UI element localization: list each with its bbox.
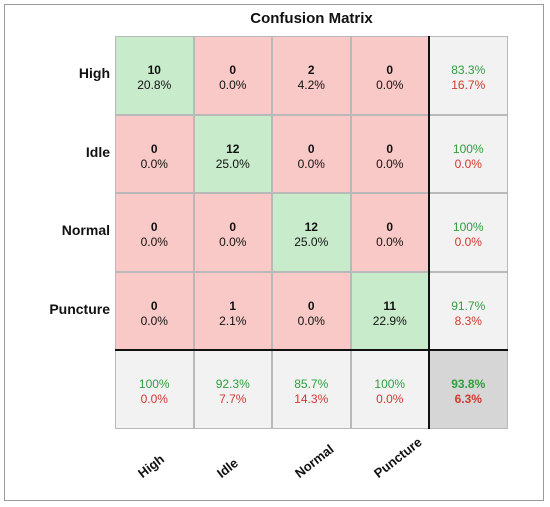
- matrix-cell: 11 22.9%: [350, 271, 429, 350]
- cell-percent: 25.0%: [294, 235, 329, 249]
- cell-percent: 0.0%: [219, 78, 247, 92]
- cell-correct-pct: 92.3%: [215, 377, 250, 391]
- matrix-cell: 0 0.0%: [115, 114, 194, 193]
- column-summary-cell: 92.3% 7.7%: [193, 350, 272, 429]
- cell-percent: 0.0%: [219, 235, 247, 249]
- cell-count: 12: [226, 141, 240, 156]
- cell-percent: 22.9%: [372, 313, 407, 328]
- cell-correct-pct: 100%: [452, 141, 484, 156]
- cell-correct-pct: 85.7%: [294, 377, 329, 391]
- cell-count: 11: [383, 298, 397, 313]
- matrix-cell: 0 0.0%: [350, 114, 429, 193]
- matrix-cell: 12 25.0%: [272, 193, 351, 272]
- column-summary-cell: 100% 0.0%: [350, 350, 429, 429]
- cell-wrong-pct: 7.7%: [219, 392, 247, 406]
- cell-percent: 2.1%: [219, 313, 247, 328]
- cell-count: 0: [386, 141, 394, 156]
- cell-percent: 0.0%: [376, 156, 404, 171]
- cell-percent: 0.0%: [376, 235, 404, 249]
- summary-separator-vertical: [428, 36, 430, 429]
- cell-percent: 25.0%: [215, 156, 250, 171]
- cell-wrong-pct: 0.0%: [454, 156, 482, 171]
- cell-correct-pct: 100%: [374, 377, 406, 391]
- cell-correct-pct: 93.8%: [451, 377, 486, 391]
- cell-wrong-pct: 8.3%: [454, 313, 482, 328]
- cell-percent: 4.2%: [297, 78, 325, 92]
- matrix-cell: 0 0.0%: [350, 193, 429, 272]
- cell-wrong-pct: 0.0%: [376, 392, 404, 406]
- cell-count: 0: [229, 63, 237, 77]
- matrix-cell: 0 0.0%: [272, 114, 351, 193]
- matrix-cell: 12 25.0%: [193, 114, 272, 193]
- cell-percent: 0.0%: [140, 313, 168, 328]
- row-label: High: [78, 65, 110, 82]
- row-summary-cell: 100% 0.0%: [429, 114, 508, 193]
- cell-correct-pct: 100%: [138, 377, 170, 391]
- cell-percent: 0.0%: [297, 156, 325, 171]
- cell-percent: 0.0%: [140, 156, 168, 171]
- cell-percent: 20.8%: [137, 78, 172, 92]
- matrix-cell: 0 0.0%: [193, 193, 272, 272]
- matrix-cell: 0 0.0%: [115, 193, 194, 272]
- matrix-cell: 10 20.8%: [115, 36, 194, 115]
- cell-count: 0: [307, 141, 315, 156]
- cell-percent: 0.0%: [140, 235, 168, 249]
- overall-accuracy-cell: 93.8% 6.3%: [429, 350, 508, 429]
- column-summary-cell: 100% 0.0%: [115, 350, 194, 429]
- matrix-cell: 2 4.2%: [272, 36, 351, 115]
- cell-correct-pct: 83.3%: [451, 63, 486, 77]
- cell-wrong-pct: 0.0%: [454, 235, 482, 249]
- cell-wrong-pct: 6.3%: [454, 392, 482, 406]
- summary-separator-horizontal: [115, 349, 508, 351]
- row-summary-cell: 100% 0.0%: [429, 193, 508, 272]
- cell-count: 2: [307, 63, 315, 77]
- cell-count: 0: [229, 220, 237, 234]
- cell-count: 0: [150, 298, 158, 313]
- cell-percent: 0.0%: [297, 313, 325, 328]
- column-summary-cell: 85.7% 14.3%: [272, 350, 351, 429]
- cell-count: 0: [386, 63, 394, 77]
- cell-count: 1: [229, 298, 237, 313]
- cell-count: 12: [304, 220, 318, 234]
- cell-count: 10: [147, 63, 161, 77]
- cell-correct-pct: 100%: [452, 220, 484, 234]
- row-label: Idle: [85, 143, 110, 160]
- row-label: Normal: [61, 222, 110, 239]
- matrix-cell: 0 0.0%: [193, 36, 272, 115]
- cell-wrong-pct: 0.0%: [140, 392, 168, 406]
- row-summary-cell: 91.7% 8.3%: [429, 271, 508, 350]
- matrix-cell: 1 2.1%: [193, 271, 272, 350]
- cell-count: 0: [307, 298, 315, 313]
- cell-count: 0: [386, 220, 394, 234]
- chart-title: Confusion Matrix: [250, 10, 373, 27]
- cell-percent: 0.0%: [376, 78, 404, 92]
- row-summary-cell: 83.3% 16.7%: [429, 36, 508, 115]
- cell-correct-pct: 91.7%: [451, 298, 486, 313]
- cell-count: 0: [150, 141, 158, 156]
- matrix-cell: 0 0.0%: [115, 271, 194, 350]
- cell-wrong-pct: 14.3%: [294, 392, 329, 406]
- cell-wrong-pct: 16.7%: [451, 78, 486, 92]
- matrix-cell: 0 0.0%: [272, 271, 351, 350]
- row-label: Puncture: [49, 300, 110, 317]
- cell-count: 0: [150, 220, 158, 234]
- matrix-cell: 0 0.0%: [350, 36, 429, 115]
